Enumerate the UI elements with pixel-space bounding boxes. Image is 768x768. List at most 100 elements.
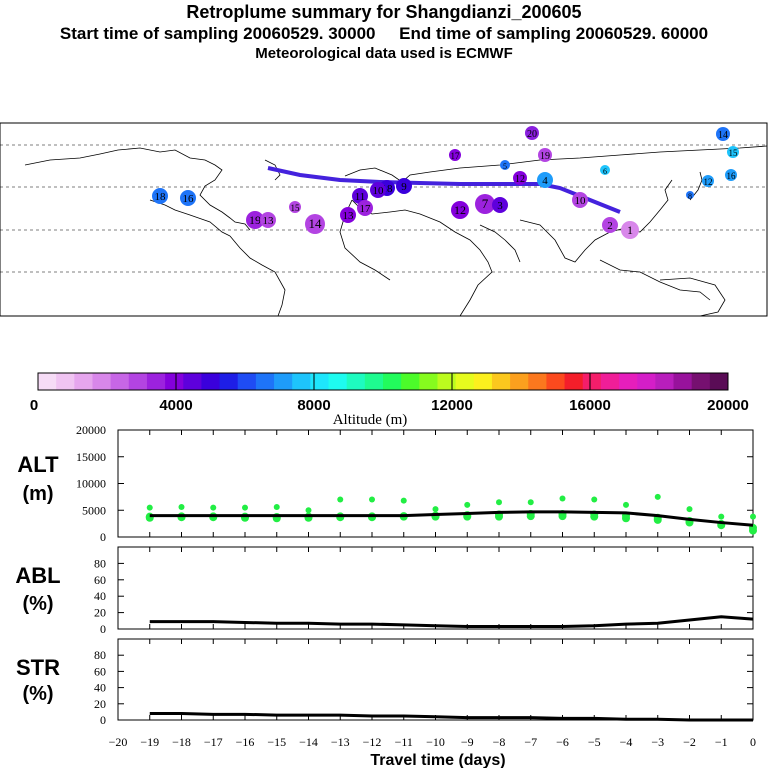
colorbar-cell (364, 373, 384, 390)
plume-marker (152, 188, 168, 204)
x-tick-label: −7 (524, 735, 537, 749)
alt-dot-high (654, 493, 661, 500)
colorbar-cell (346, 373, 366, 390)
panel-ylabel: STR (16, 655, 60, 680)
alt-dot-high (464, 501, 471, 508)
coast-australia (659, 277, 726, 317)
alt-dot-high (496, 499, 502, 506)
panel-yunit: (m) (22, 483, 53, 505)
x-tick-label: −10 (426, 735, 445, 749)
plume-marker (305, 214, 325, 234)
x-tick-label: −9 (461, 735, 474, 749)
y-tick-label: 20 (94, 606, 106, 620)
alt-dot-high (369, 496, 375, 503)
colorbar-cell (655, 373, 675, 390)
plume-marker-label: 16 (727, 171, 737, 181)
x-tick-label: −20 (109, 735, 128, 749)
plume-marker-label: 14 (718, 130, 728, 141)
str-line (149, 712, 753, 722)
plume-marker (725, 169, 737, 181)
x-axis-title: Travel time (days) (370, 752, 505, 768)
colorbar-cell (74, 373, 93, 390)
x-tick-label: −12 (363, 735, 382, 749)
alt-dot-high (305, 507, 312, 514)
coast-north-america (24, 147, 251, 231)
plume-marker-label: 10 (373, 185, 385, 197)
colorbar-cell (528, 373, 547, 390)
x-tick-label: −19 (140, 735, 159, 749)
alt-dot-high (559, 495, 566, 502)
colorbar-cell (219, 373, 239, 390)
x-tick-label: −14 (299, 735, 318, 749)
colorbar-cell (183, 373, 202, 390)
colorbar-cells (38, 373, 729, 390)
colorbar-cell (673, 373, 693, 390)
colorbar-cell (637, 373, 656, 390)
y-tick-label: 40 (94, 589, 106, 603)
colorbar-cell (328, 373, 348, 390)
coast-eurasia-north (344, 145, 768, 183)
colorbar-cell (437, 373, 457, 390)
plume-marker (513, 171, 527, 185)
plume-marker (357, 200, 373, 216)
alt-dot-high (718, 513, 725, 520)
x-tick-label: −8 (493, 735, 506, 749)
plume-marker (621, 221, 639, 239)
x-tick-label: −18 (172, 735, 191, 749)
colorbar-cell (564, 373, 584, 390)
colorbar-cell (237, 373, 257, 390)
colorbar-cell (56, 373, 75, 390)
plume-marker (600, 165, 610, 175)
alt-dot-high (591, 496, 598, 503)
plume-marker-label: 17 (360, 203, 372, 215)
alt-dot-high (623, 501, 629, 508)
colorbar-cell (419, 373, 438, 390)
abl-panel: ABL (%) 80 60 40 20 0 (15, 546, 754, 636)
colorbar-cell (146, 373, 166, 390)
plume-marker (180, 190, 196, 206)
plume-marker (525, 126, 539, 140)
str-panel: STR (%) 80 60 40 20 0 (16, 638, 754, 727)
alt-dot-high (178, 504, 185, 511)
coast-arabia (479, 224, 521, 263)
colorbar-tick-label: 20000 (707, 397, 749, 414)
coast-indonesia (599, 259, 711, 301)
panel-ylabel: ABL (15, 563, 60, 588)
alt-dot-high (273, 504, 280, 511)
plume-marker (572, 192, 588, 208)
colorbar-tick-label: 8000 (297, 397, 330, 414)
plume-marker (260, 212, 276, 228)
y-tick-label: 15000 (76, 450, 106, 464)
colorbar-cell (709, 373, 729, 390)
x-tick-label: −3 (651, 735, 664, 749)
colorbar-cell (38, 373, 57, 390)
panel-frame (117, 638, 754, 721)
y-tick-label: 20 (94, 697, 106, 711)
colorbar-cell (582, 373, 602, 390)
colorbar-cell (473, 373, 493, 390)
alt-dot-high (242, 504, 248, 511)
colorbar-cell (201, 373, 221, 390)
plume-marker (396, 178, 412, 194)
coast-south-america (229, 235, 286, 317)
colorbar-cell (255, 373, 275, 390)
x-tick-label: −1 (715, 735, 728, 749)
alt-dot-high (146, 504, 153, 511)
plume-marker-label: 9 (401, 181, 407, 193)
colorbar-cell (600, 373, 620, 390)
alt-panel: ALT (m) 20000 15000 10000 5000 0 (17, 423, 757, 544)
x-tick-label: 0 (750, 735, 756, 749)
plume-marker-label: 18 (155, 191, 167, 203)
coast-africa-east (351, 199, 493, 317)
y-tick-label: 40 (94, 681, 106, 695)
plume-marker (340, 207, 356, 223)
plume-marker-label: 12 (454, 203, 466, 217)
plume-marker-label: 3 (497, 200, 503, 212)
panel-yunit: (%) (22, 593, 53, 615)
colorbar-cell (128, 373, 148, 390)
coast-us-south (149, 199, 231, 237)
colorbar-tick-label: 0 (30, 397, 38, 414)
plume-marker (246, 211, 264, 229)
